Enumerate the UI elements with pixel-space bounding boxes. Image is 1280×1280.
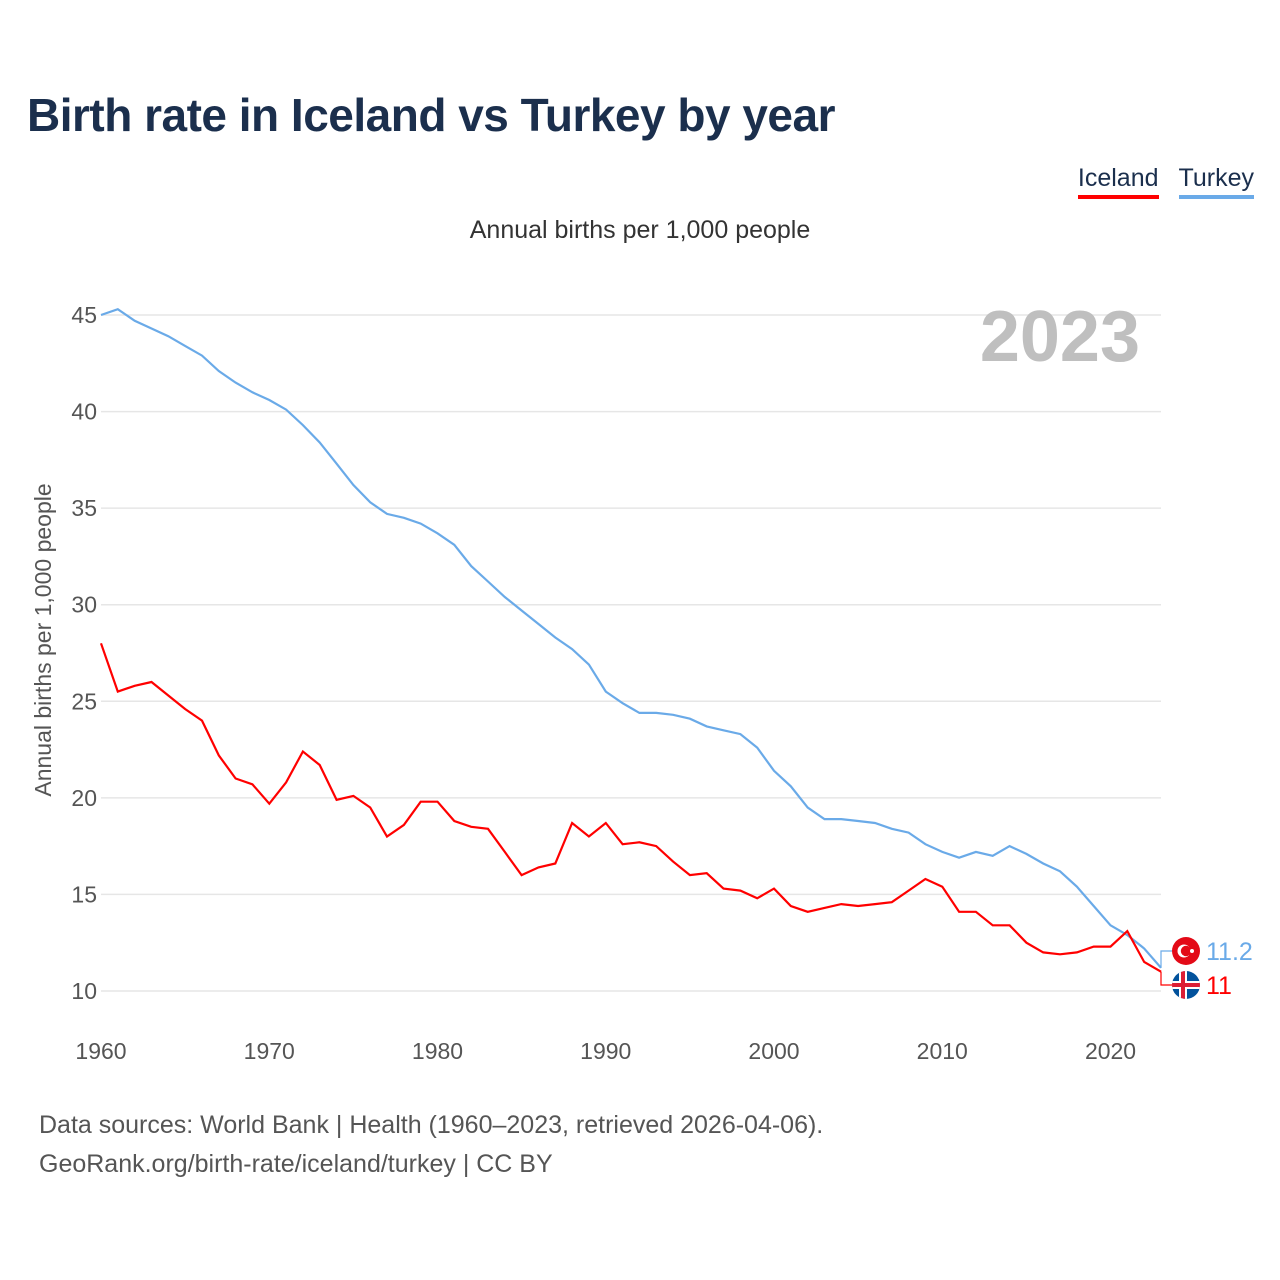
end-value-turkey: 11.2 bbox=[1206, 938, 1253, 966]
end-connector bbox=[1160, 950, 1172, 968]
legend-iceland[interactable]: Iceland bbox=[1077, 164, 1159, 199]
x-tick-label: 2020 bbox=[1085, 1038, 1136, 1064]
turkey-flag-icon bbox=[1172, 937, 1200, 965]
y-tick-label: 35 bbox=[71, 495, 97, 521]
iceland-flag-icon bbox=[1172, 971, 1200, 999]
y-tick-label: 25 bbox=[71, 688, 97, 714]
y-tick-label: 30 bbox=[71, 592, 97, 618]
chart-subtitle: Annual births per 1,000 people bbox=[469, 216, 811, 244]
y-tick-label: 10 bbox=[71, 978, 97, 1004]
x-tick-label: 2000 bbox=[748, 1038, 799, 1064]
chart-title: Birth rate in Iceland vs Turkey by year bbox=[27, 89, 835, 141]
legend-turkey[interactable]: Turkey bbox=[1178, 164, 1254, 199]
y-axis-label: Annual births per 1,000 people bbox=[30, 483, 56, 796]
y-tick-label: 45 bbox=[71, 302, 97, 328]
series-line-turkey[interactable] bbox=[100, 307, 1162, 969]
x-tick-label: 1960 bbox=[75, 1038, 126, 1064]
y-tick-label: 15 bbox=[71, 881, 97, 907]
y-tick-label: 20 bbox=[71, 785, 97, 811]
series-line-iceland[interactable] bbox=[99, 642, 1162, 973]
source-note: Data sources: World Bank | Health (1960–… bbox=[39, 1106, 823, 1184]
x-tick-label: 1990 bbox=[580, 1038, 631, 1064]
source-line-1: Data sources: World Bank | Health (1960–… bbox=[39, 1111, 824, 1139]
x-tick-label: 1980 bbox=[412, 1038, 463, 1064]
end-connector bbox=[1160, 971, 1172, 986]
y-tick-label: 40 bbox=[71, 399, 97, 425]
source-line-2[interactable]: GeoRank.org/birth-rate/iceland/turkey | … bbox=[39, 1150, 553, 1178]
x-tick-label: 2010 bbox=[917, 1038, 968, 1064]
end-value-iceland: 11 bbox=[1206, 972, 1232, 1000]
legend: Iceland Turkey bbox=[1077, 164, 1254, 199]
x-tick-label: 1970 bbox=[244, 1038, 295, 1064]
year-watermark: 2023 bbox=[980, 297, 1140, 377]
